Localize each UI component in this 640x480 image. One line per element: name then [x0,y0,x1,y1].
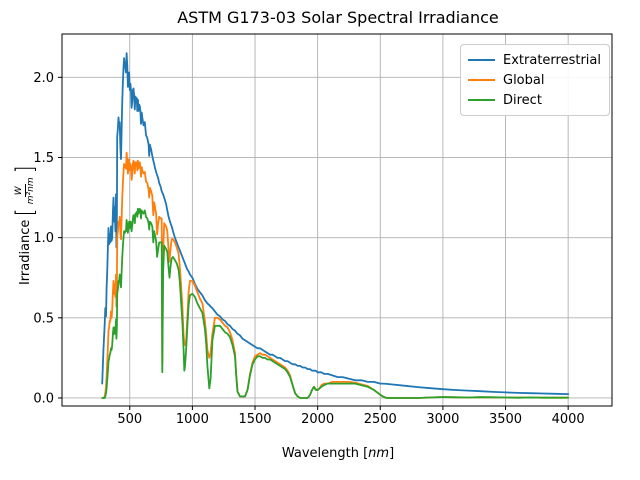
x-tick-label: 500 [117,412,142,427]
x-axis-label: Wavelength [nm] [62,446,614,461]
y-tick-label: 0.5 [33,311,54,326]
x-tick-label: 4000 [552,412,585,427]
y-axis-unit-fraction: W m²nm [13,177,37,205]
x-tick-label: 1500 [238,412,271,427]
legend: Extraterrestrial Global Direct [460,44,610,116]
y-axis-unit-numerator: W [13,184,26,198]
y-tick-label: 0.0 [33,391,54,406]
x-axis-label-prefix: Wavelength [ [281,446,369,461]
legend-line-sample-extraterrestrial [468,59,495,61]
x-axis-label-suffix: ] [389,446,395,461]
y-axis-label: Irradiance [ W m²nm ] [10,140,40,310]
chart-title: ASTM G173-03 Solar Spectral Irradiance [177,8,499,27]
series-line-global [101,151,570,399]
y-axis-unit-denominator: m²nm [25,177,36,205]
series-line-direct [101,207,570,399]
legend-line-sample-direct [468,99,495,101]
y-axis-label-text: Irradiance [17,219,33,286]
x-axis-label-unit: nm [368,446,390,461]
legend-item-direct: Direct [468,90,602,110]
legend-item-extraterrestrial: Extraterrestrial [468,50,602,70]
legend-line-sample-global [468,79,495,81]
x-tick-label: 3000 [426,412,459,427]
x-tick-label: 3500 [489,412,522,427]
y-tick-label: 1.0 [33,231,54,246]
y-axis-bracket-open: [ [11,208,39,216]
y-axis-bracket-close: ] [11,165,39,174]
x-tick-label: 2000 [301,412,334,427]
x-tick-label: 2500 [364,412,397,427]
series-line-extraterrestrial [101,52,570,396]
legend-item-global: Global [468,70,602,90]
y-tick-label: 1.5 [33,151,54,166]
axes-frame [61,33,613,407]
legend-label-global: Global [503,72,545,88]
legend-label-extraterrestrial: Extraterrestrial [503,52,601,68]
legend-label-direct: Direct [503,92,542,108]
x-tick-label: 1000 [176,412,209,427]
y-tick-label: 2.0 [33,71,54,86]
